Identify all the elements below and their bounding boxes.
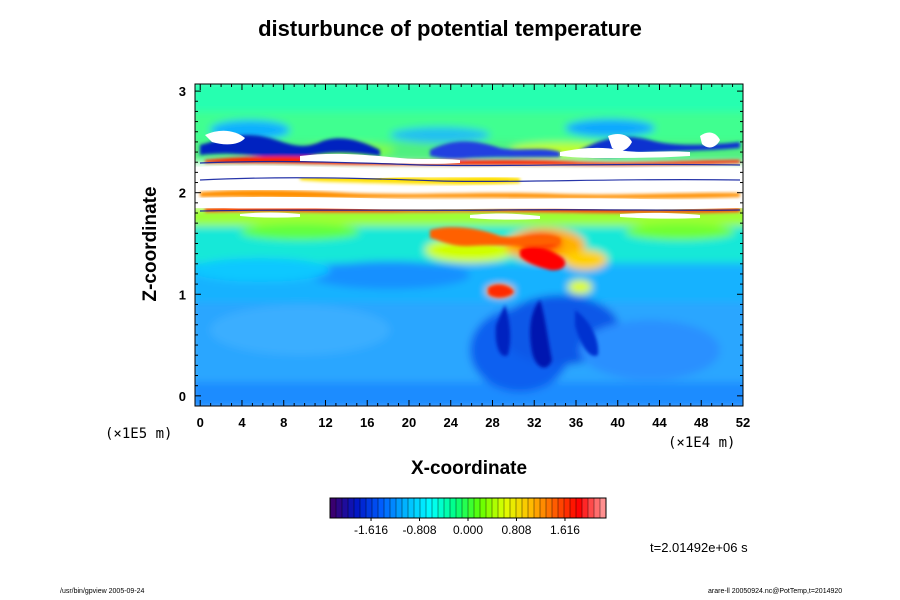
colorbar-cell [533, 497, 541, 519]
x-tick-label: 44 [652, 415, 667, 430]
heatmap-field [195, 84, 743, 406]
x-tick-label: 4 [238, 415, 246, 430]
colorbar-cell [587, 497, 595, 519]
colorbar-cell [575, 497, 583, 519]
colorbar-cell [413, 497, 421, 519]
colorbar-cell [539, 497, 547, 519]
colorbar-tick-label: -0.808 [403, 523, 437, 537]
x-tick-label: 24 [443, 415, 458, 430]
colorbar-cell [497, 497, 505, 519]
colorbar-cell [491, 497, 499, 519]
colorbar-cell [581, 497, 589, 519]
colorbar-cell [365, 497, 373, 519]
y-axis-unit: (×1E5 m) [105, 426, 173, 442]
colorbar-cell [473, 497, 481, 519]
y-tick-label: 0 [179, 389, 186, 404]
colorbar-cell [515, 497, 523, 519]
colorbar-cell [569, 497, 577, 519]
colorbar-cell [353, 497, 361, 519]
colorbar-cell [371, 497, 379, 519]
colorbar-cell [521, 497, 529, 519]
x-tick-label: 12 [318, 415, 332, 430]
colorbar-cell [449, 497, 457, 519]
y-tick-label: 2 [179, 186, 186, 201]
colorbar-cell [419, 497, 427, 519]
x-tick-label: 36 [569, 415, 583, 430]
colorbar: -1.616 -0.808 0.000 0.808 1.616 [329, 497, 607, 537]
colorbar-cell [383, 497, 391, 519]
chart-title: disturbunce of potential temperature [258, 16, 642, 41]
x-axis-ticks: 0 4 8 12 16 20 24 28 32 36 40 44 48 52 [197, 84, 750, 430]
colorbar-cell [461, 497, 469, 519]
colorbar-cell [425, 497, 433, 519]
x-tick-label: 52 [736, 415, 750, 430]
colorbar-cell [485, 497, 493, 519]
time-label: t=2.01492e+06 s [650, 540, 748, 555]
colorbar-cell [335, 497, 343, 519]
plot-frame [194, 83, 744, 407]
x-tick-label: 16 [360, 415, 374, 430]
colorbar-cell [407, 497, 415, 519]
x-tick-label: 8 [280, 415, 287, 430]
colorbar-tick-label: -1.616 [354, 523, 388, 537]
colorbar-tick-label: 0.808 [501, 523, 531, 537]
colorbar-cell [563, 497, 571, 519]
colorbar-cell [455, 497, 463, 519]
x-axis-label: X-coordinate [410, 458, 528, 479]
colorbar-cell [509, 497, 517, 519]
y-tick-label: 1 [179, 287, 186, 302]
x-tick-label: 20 [402, 415, 416, 430]
colorbar-cell [389, 497, 397, 519]
y-axis-ticks: 0 1 2 3 [179, 84, 743, 404]
colorbar-cell [545, 497, 553, 519]
colorbar-cell [479, 497, 487, 519]
colorbar-cell [431, 497, 439, 519]
x-axis-unit: (×1E4 m) [668, 435, 736, 451]
x-tick-label: 0 [197, 415, 204, 430]
colorbar-cell [557, 497, 565, 519]
colorbar-cell [503, 497, 511, 519]
colorbar-cell [527, 497, 535, 519]
colorbar-cell [401, 497, 409, 519]
colorbar-cell [443, 497, 451, 519]
colorbar-cell [599, 497, 607, 519]
colorbar-cell [347, 497, 355, 519]
colorbar-cell [341, 497, 349, 519]
footer-left: /usr/bin/gpview 2005-09-24 [60, 588, 145, 595]
x-tick-label: 28 [485, 415, 499, 430]
colorbar-tick-label: 0.000 [453, 523, 483, 537]
y-tick-label: 3 [179, 84, 186, 99]
colorbar-cell [377, 497, 385, 519]
colorbar-cell [329, 497, 337, 519]
colorbar-tick-label: 1.616 [550, 523, 580, 537]
colorbar-cell [551, 497, 559, 519]
colorbar-cell [437, 497, 445, 519]
footer-right: arare-ll 20050924.nc@PotTemp,t=2014920 [708, 588, 843, 595]
x-tick-label: 40 [611, 415, 625, 430]
y-axis-label: Z-coordinate [140, 186, 161, 302]
x-tick-label: 32 [527, 415, 541, 430]
colorbar-cell [359, 497, 367, 519]
colorbar-cell [593, 497, 601, 519]
x-tick-label: 48 [694, 415, 708, 430]
colorbar-cell [467, 497, 475, 519]
colorbar-cell [395, 497, 403, 519]
